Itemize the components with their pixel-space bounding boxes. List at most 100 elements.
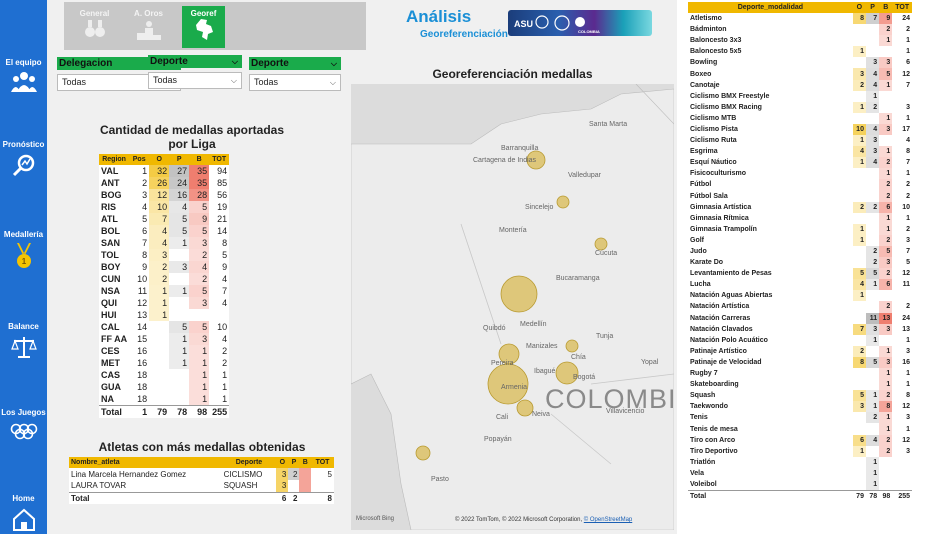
table-row[interactable]: Ciclismo BMX Freestyle 1: [688, 90, 912, 102]
table-row[interactable]: Squash 5 1 2 8: [688, 390, 912, 402]
table-row[interactable]: Ciclismo Pista 10 4 3 17: [688, 123, 912, 136]
table-row[interactable]: CUN 10 2 2 4: [99, 273, 229, 285]
column-header[interactable]: P: [865, 2, 880, 13]
table-row[interactable]: CAS 18 1 1: [99, 369, 229, 381]
table-row[interactable]: Skateboarding 1 1: [688, 379, 912, 391]
column-header[interactable]: Region: [99, 154, 130, 165]
table-row[interactable]: RIS 4 10 4 5 19: [99, 201, 229, 213]
table-row[interactable]: BOL 6 4 5 5 14: [99, 225, 229, 237]
table-row[interactable]: Tenis 2 1 3: [688, 412, 912, 424]
table-row[interactable]: Fútbol 2 2: [688, 179, 912, 191]
nav-balance[interactable]: Balance: [0, 322, 47, 359]
table-row[interactable]: Ciclismo MTB 1 1: [688, 112, 912, 124]
nav-pronostico[interactable]: Pronóstico: [0, 140, 47, 177]
column-header[interactable]: TOT: [892, 2, 912, 13]
table-row[interactable]: Taekwondo 3 1 8 12: [688, 401, 912, 413]
medal-bubble[interactable]: [594, 237, 608, 251]
table-row[interactable]: VAL 1 32 27 35 94: [99, 165, 229, 177]
table-row[interactable]: BOG 3 12 16 28 56: [99, 189, 229, 201]
column-header[interactable]: Deporte_modalidad: [688, 2, 853, 13]
table-row[interactable]: Golf 1 2 3: [688, 234, 912, 246]
table-row[interactable]: Vela 1: [688, 467, 912, 479]
filter-deporte-1-select[interactable]: Todas ⌵: [148, 72, 242, 89]
column-header[interactable]: B: [299, 457, 312, 468]
medal-bubble[interactable]: [526, 150, 546, 170]
table-row[interactable]: SAN 7 4 1 3 8: [99, 237, 229, 249]
table-row[interactable]: Esgrima 4 3 1 8: [688, 146, 912, 158]
column-header[interactable]: B: [189, 154, 210, 165]
medal-bubble[interactable]: [555, 361, 579, 385]
table-row[interactable]: Baloncesto 5x5 1 1: [688, 46, 912, 58]
medals-map[interactable]: Barranquilla Cartagena de Indias Santa M…: [351, 84, 674, 530]
table-row[interactable]: NA 18 1 1: [99, 393, 229, 406]
table-row[interactable]: Tiro con Arco 6 4 2 12: [688, 434, 912, 446]
table-row[interactable]: HUI 13 1: [99, 309, 229, 321]
table-row[interactable]: Triatlón 1: [688, 456, 912, 468]
column-header[interactable]: TOT: [311, 457, 334, 468]
table-row[interactable]: Ciclismo BMX Racing 1 2 3: [688, 101, 912, 113]
table-row[interactable]: LAURA TOVAR SQUASH 3: [69, 480, 334, 492]
nav-el-equipo[interactable]: El equipo: [0, 58, 47, 93]
table-row[interactable]: Baloncesto 3x3 1 1: [688, 35, 912, 47]
medal-bubble[interactable]: [415, 445, 431, 461]
table-row[interactable]: ANT 2 26 24 35 85: [99, 177, 229, 189]
column-header[interactable]: P: [169, 154, 190, 165]
table-row[interactable]: Atletismo 8 7 9 24: [688, 13, 912, 25]
column-header[interactable]: Pos: [129, 154, 150, 165]
table-row[interactable]: Lina Marcela Hernandez Gomez CICLISMO 3 2 5: [69, 468, 334, 480]
table-row[interactable]: FF AA 15 1 3 4: [99, 333, 229, 345]
nav-home[interactable]: Home: [0, 494, 47, 531]
table-row[interactable]: GUA 18 1 1: [99, 381, 229, 393]
table-row[interactable]: Gimnasia Artística 2 2 6 10: [688, 201, 912, 213]
table-row[interactable]: Lucha 4 1 6 11: [688, 279, 912, 291]
medal-bubble[interactable]: [516, 399, 534, 417]
table-row[interactable]: Bowling 3 3 6: [688, 57, 912, 69]
table-row[interactable]: Canotaje 2 4 1 7: [688, 79, 912, 91]
table-row[interactable]: Bádminton 2 2: [688, 24, 912, 36]
table-row[interactable]: Judo 2 5 7: [688, 245, 912, 258]
medal-bubble[interactable]: [565, 339, 579, 353]
table-row[interactable]: Natación Polo Acuático 1 1: [688, 334, 912, 346]
column-header[interactable]: B: [879, 2, 893, 13]
view-general-button[interactable]: General: [73, 6, 116, 48]
table-row[interactable]: Rugby 7 1 1: [688, 368, 912, 380]
table-row[interactable]: CES 16 1 1 2: [99, 345, 229, 357]
table-row[interactable]: BOY 9 2 3 4 9: [99, 261, 229, 273]
table-row[interactable]: Gimnasia Trampolín 1 1 2: [688, 223, 912, 235]
table-row[interactable]: QUI 12 1 3 4: [99, 297, 229, 309]
table-row[interactable]: Tenis de mesa 1 1: [688, 423, 912, 435]
osm-link[interactable]: © OpenStreetMap: [583, 517, 633, 523]
medal-bubble[interactable]: [500, 275, 538, 313]
table-row[interactable]: TOL 8 3 2 5: [99, 249, 229, 261]
chevron-down-icon[interactable]: ⌵: [231, 57, 238, 66]
table-row[interactable]: Gimnasia Rítmica 1 1: [688, 212, 912, 224]
table-row[interactable]: Natación Clavados 7 3 3 13: [688, 323, 912, 335]
table-row[interactable]: Fisicoculturismo 1 1: [688, 168, 912, 180]
column-header[interactable]: O: [149, 154, 170, 165]
table-row[interactable]: Ciclismo Ruta 1 3 4: [688, 135, 912, 147]
table-row[interactable]: Karate Do 2 3 5: [688, 257, 912, 269]
column-header[interactable]: P: [288, 457, 300, 468]
table-row[interactable]: Natación Aguas Abiertas 1: [688, 290, 912, 302]
nav-los-juegos[interactable]: Los Juegos: [0, 408, 47, 441]
column-header[interactable]: Deporte: [221, 457, 277, 468]
column-header[interactable]: TOT: [209, 154, 230, 165]
table-row[interactable]: Fútbol Sala 2 2: [688, 190, 912, 202]
column-header[interactable]: O: [852, 2, 866, 13]
filter-deporte-2-select[interactable]: Todas ⌵: [249, 74, 341, 91]
table-row[interactable]: NSA 11 1 1 5 7: [99, 285, 229, 297]
table-row[interactable]: CAL 14 5 5 10: [99, 321, 229, 333]
table-row[interactable]: Levantamiento de Pesas 5 5 2 12: [688, 268, 912, 280]
medal-bubble[interactable]: [556, 195, 570, 209]
chevron-down-icon[interactable]: ⌵: [330, 59, 337, 68]
column-header[interactable]: Nombre_atleta: [69, 457, 222, 468]
table-row[interactable]: Natación Carreras 11 13 24: [688, 312, 912, 324]
nav-medalleria[interactable]: Medallería 1: [0, 230, 47, 269]
table-row[interactable]: Natación Artística 2 2: [688, 301, 912, 313]
column-header[interactable]: O: [276, 457, 289, 468]
table-row[interactable]: Patinaje de Velocidad 8 5 3 16: [688, 356, 912, 368]
view-oros-button[interactable]: A. Oros: [127, 6, 170, 48]
table-row[interactable]: Patinaje Artístico 2 1 3: [688, 345, 912, 357]
table-row[interactable]: Boxeo 3 4 5 12: [688, 68, 912, 80]
table-row[interactable]: Esquí Náutico 1 4 2 7: [688, 157, 912, 169]
